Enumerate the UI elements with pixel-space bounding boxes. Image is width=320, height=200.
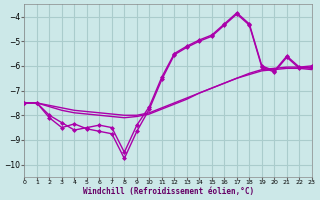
X-axis label: Windchill (Refroidissement éolien,°C): Windchill (Refroidissement éolien,°C): [83, 187, 254, 196]
